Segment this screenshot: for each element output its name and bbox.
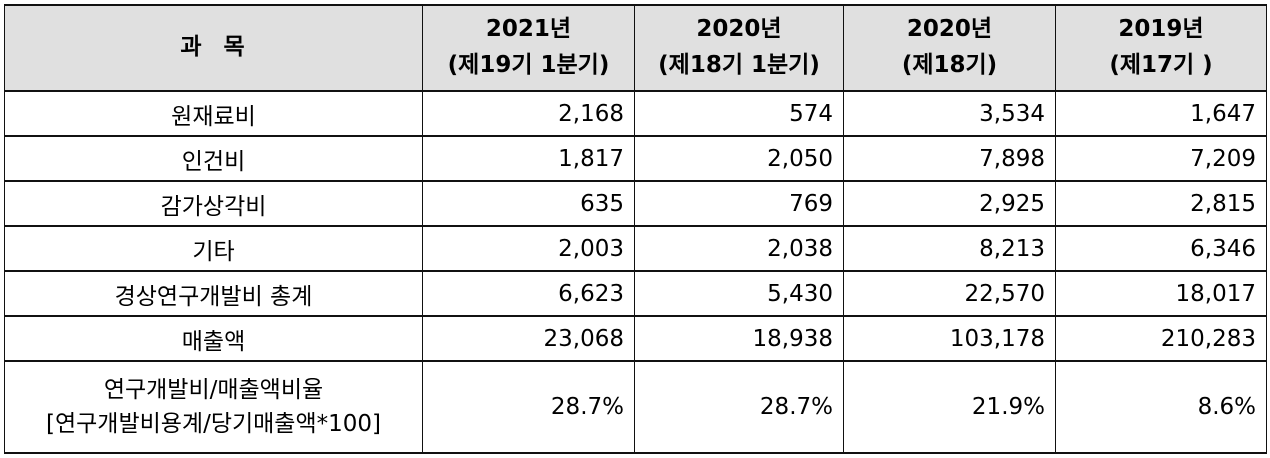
header-col-2021: 2021년 (제19기 1분기)	[422, 4, 635, 92]
header-col-2019: 2019년 (제17기 )	[1055, 4, 1267, 92]
table-row-depreciation: 감가상각비 635 769 2,925 2,815	[4, 180, 1267, 227]
value-cell: 635	[422, 180, 635, 227]
value-cell: 8,213	[843, 225, 1056, 272]
value-cell: 18,017	[1055, 270, 1267, 317]
table-row-others: 기타 2,003 2,038 8,213 6,346	[4, 225, 1267, 272]
header-year-label: 2020년	[696, 16, 782, 43]
table-row-rnd-to-sales-ratio: 연구개발비/매출액비율 [연구개발비용계/당기매출액*100] 28.7% 28…	[4, 360, 1267, 454]
header-subject-cell: 과 목	[4, 4, 423, 92]
value-cell: 7,209	[1055, 135, 1267, 182]
ratio-label-line2: [연구개발비용계/당기매출액*100]	[45, 411, 381, 437]
ratio-label-line1: 연구개발비/매출액비율	[103, 376, 324, 403]
value-cell: 28.7%	[422, 360, 635, 454]
table-row-labor-cost: 인건비 1,817 2,050 7,898 7,209	[4, 135, 1267, 182]
value-cell: 3,534	[843, 90, 1056, 137]
value-cell: 1,817	[422, 135, 635, 182]
table-header-row: 과 목 2021년 (제19기 1분기) 2020년 (제18기 1분기) 20…	[4, 4, 1267, 92]
value-cell: 769	[634, 180, 844, 227]
value-cell: 210,283	[1055, 315, 1267, 362]
header-col-2020-q1: 2020년 (제18기 1분기)	[634, 4, 844, 92]
value-cell: 18,938	[634, 315, 844, 362]
value-cell: 2,003	[422, 225, 635, 272]
value-cell: 2,168	[422, 90, 635, 137]
value-cell: 2,050	[634, 135, 844, 182]
header-period-label: (제17기 )	[1109, 52, 1213, 78]
header-subject-label: 과 목	[180, 34, 247, 61]
value-cell: 7,898	[843, 135, 1056, 182]
row-label: 매출액	[4, 315, 423, 362]
row-label: 감가상각비	[4, 180, 423, 227]
table-row-rnd-total: 경상연구개발비 총계 6,623 5,430 22,570 18,017	[4, 270, 1267, 317]
value-cell: 5,430	[634, 270, 844, 317]
value-cell: 22,570	[843, 270, 1056, 317]
row-label: 인건비	[4, 135, 423, 182]
value-cell: 574	[634, 90, 844, 137]
header-period-label: (제18기)	[901, 52, 998, 78]
row-label: 원재료비	[4, 90, 423, 137]
value-cell: 21.9%	[843, 360, 1056, 454]
row-label: 연구개발비/매출액비율 [연구개발비용계/당기매출액*100]	[4, 360, 423, 454]
rnd-expense-table: 과 목 2021년 (제19기 1분기) 2020년 (제18기 1분기) 20…	[4, 4, 1267, 454]
header-period-label: (제18기 1분기)	[658, 52, 820, 78]
value-cell: 1,647	[1055, 90, 1267, 137]
value-cell: 28.7%	[634, 360, 844, 454]
row-label: 기타	[4, 225, 423, 272]
table-row-raw-materials: 원재료비 2,168 574 3,534 1,647	[4, 90, 1267, 137]
row-label: 경상연구개발비 총계	[4, 270, 423, 317]
value-cell: 6,623	[422, 270, 635, 317]
header-col-2020: 2020년 (제18기)	[843, 4, 1056, 92]
value-cell: 2,815	[1055, 180, 1267, 227]
header-year-label: 2021년	[485, 16, 572, 43]
value-cell: 6,346	[1055, 225, 1267, 272]
value-cell: 2,925	[843, 180, 1056, 227]
value-cell: 2,038	[634, 225, 844, 272]
header-period-label: (제19기 1분기)	[447, 52, 610, 78]
table-row-sales: 매출액 23,068 18,938 103,178 210,283	[4, 315, 1267, 362]
value-cell: 23,068	[422, 315, 635, 362]
header-year-label: 2019년	[1118, 16, 1204, 43]
value-cell: 103,178	[843, 315, 1056, 362]
value-cell: 8.6%	[1055, 360, 1267, 454]
header-year-label: 2020년	[906, 16, 993, 43]
